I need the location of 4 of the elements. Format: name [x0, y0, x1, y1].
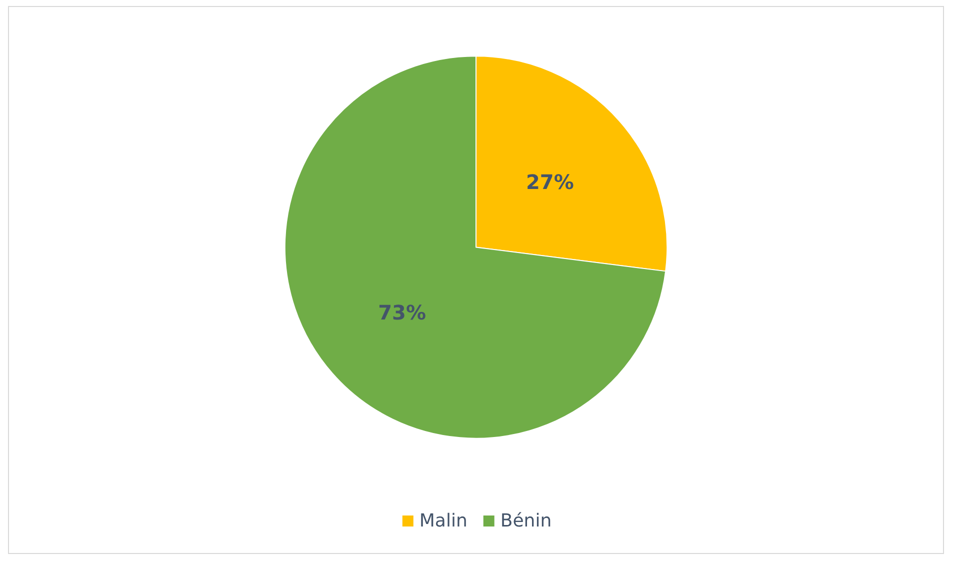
data-label: 73%: [378, 300, 426, 324]
legend-label: Malin: [419, 510, 468, 532]
data-label: 27%: [526, 170, 574, 194]
legend-label: Bénin: [500, 510, 552, 532]
